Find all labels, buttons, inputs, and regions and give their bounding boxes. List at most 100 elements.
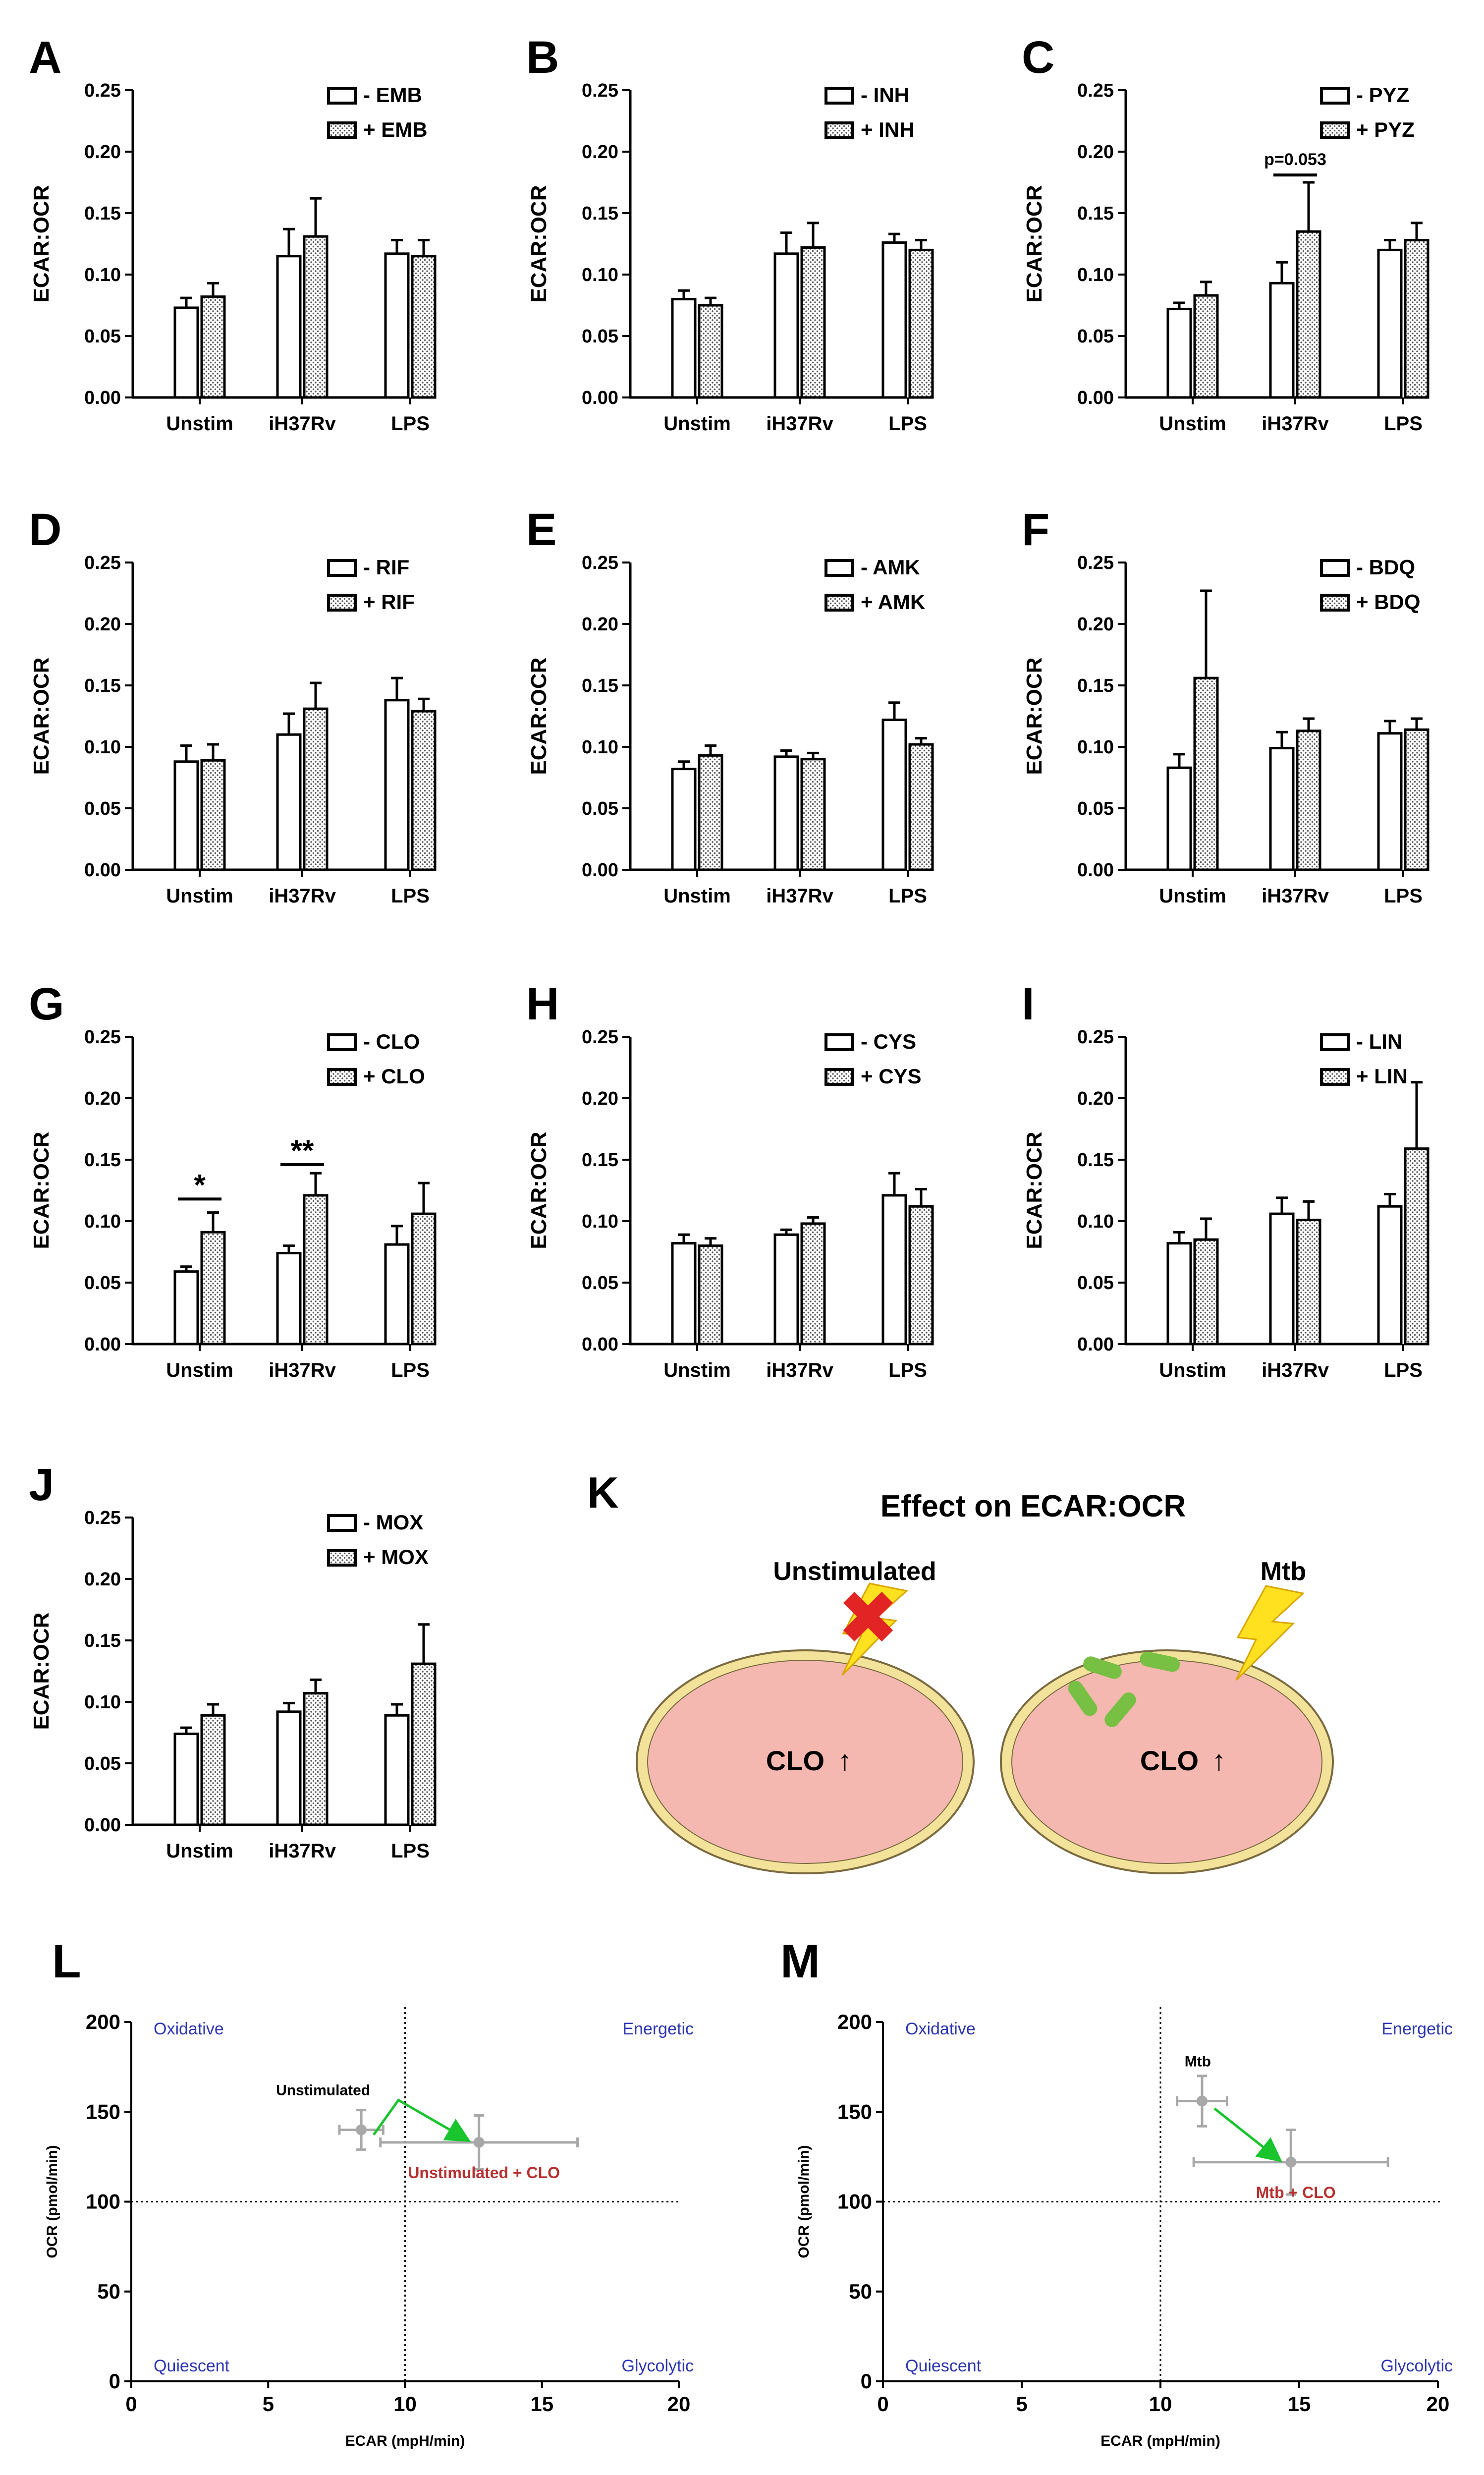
legend-label: - MOX bbox=[363, 1511, 423, 1534]
y-tick-label: 200 bbox=[86, 2010, 120, 2033]
y-tick-label: 0.05 bbox=[1077, 798, 1114, 819]
bar bbox=[908, 743, 934, 871]
legend-swatch bbox=[824, 87, 854, 105]
y-axis-title: ECAR:OCR bbox=[527, 657, 551, 775]
legend-label: - INH bbox=[861, 83, 909, 107]
x-tick-label: Unstim bbox=[1159, 413, 1226, 435]
data-point bbox=[356, 2124, 367, 2136]
y-tick-label: 0.15 bbox=[1077, 1150, 1114, 1171]
y-tick-label: 0.25 bbox=[84, 553, 121, 573]
legend-swatch bbox=[1320, 594, 1350, 612]
x-tick-label: 20 bbox=[667, 2392, 691, 2416]
legend-swatch bbox=[824, 1068, 854, 1086]
bar bbox=[303, 1692, 329, 1826]
y-axis-title: ECAR:OCR bbox=[29, 657, 54, 775]
bar bbox=[384, 252, 410, 399]
y-tick-label: 0.10 bbox=[1077, 737, 1114, 758]
bar bbox=[698, 754, 723, 871]
bar bbox=[384, 1714, 410, 1826]
y-tick-label: 0.15 bbox=[582, 203, 618, 224]
y-tick-label: 0.20 bbox=[1077, 614, 1114, 635]
x-tick-label: Unstim bbox=[166, 1359, 233, 1381]
x-tick-label: Unstim bbox=[663, 885, 731, 907]
y-tick-label: 0.20 bbox=[582, 142, 618, 163]
y-axis-title: ECAR:OCR bbox=[1022, 657, 1046, 775]
y-axis-title: ECAR:OCR bbox=[1022, 185, 1046, 302]
y-tick-label: 0.20 bbox=[84, 1088, 121, 1109]
y-tick-label: 0.05 bbox=[84, 326, 121, 347]
bar-panel-h: H 0.00 0.05 0.10 0.15 0.20 0.25 ECAR:OCR Unstim i… bbox=[526, 979, 934, 1381]
bar bbox=[1269, 1212, 1295, 1346]
point-label: Mtb bbox=[1185, 2054, 1211, 2070]
panel-letter: G bbox=[29, 979, 64, 1029]
x-tick-label: LPS bbox=[888, 1359, 927, 1381]
y-tick-label: 0.25 bbox=[1077, 1027, 1114, 1048]
panel-letter: F bbox=[1022, 505, 1049, 555]
panel-letter: C bbox=[1022, 32, 1054, 83]
y-tick-label: 0 bbox=[109, 2369, 120, 2393]
y-tick-label: 0.05 bbox=[84, 798, 121, 819]
legend-swatch bbox=[327, 87, 357, 105]
x-tick-label: iH37Rv bbox=[766, 1359, 833, 1381]
bar bbox=[1269, 281, 1295, 399]
transition-arrow bbox=[373, 2098, 471, 2142]
y-axis-title: ECAR:OCR bbox=[527, 1131, 551, 1249]
bar bbox=[773, 755, 799, 871]
x-tick-label: LPS bbox=[1384, 885, 1423, 907]
y-tick-label: 0.15 bbox=[84, 1631, 121, 1651]
bar-panel-a: A 0.00 0.05 0.10 0.15 0.20 0.25 ECAR:OCR Unstim i… bbox=[29, 32, 437, 435]
bacterium-icon bbox=[1140, 1651, 1180, 1672]
y-tick-label: 0.25 bbox=[1077, 553, 1114, 573]
scatter-panel-m: M 0 50 100 150 200 0 5 10 15 20 ECAR (mpH/min) OCR (… bbox=[780, 1935, 1453, 2449]
x-tick-label: Unstim bbox=[1159, 885, 1226, 907]
bar bbox=[1404, 728, 1429, 871]
x-tick-label: LPS bbox=[391, 1840, 430, 1862]
bar bbox=[671, 1242, 697, 1346]
bar bbox=[698, 1244, 723, 1346]
x-tick-label: iH37Rv bbox=[269, 1840, 336, 1862]
bar bbox=[1296, 1219, 1321, 1346]
bar bbox=[173, 1270, 199, 1346]
legend-swatch bbox=[327, 559, 357, 577]
y-tick-label: 0.20 bbox=[84, 142, 121, 163]
quadrant-label: Quiescent bbox=[154, 2357, 230, 2375]
y-tick-label: 0 bbox=[861, 2369, 872, 2393]
legend-label: - BDQ bbox=[1356, 556, 1415, 579]
y-tick-label: 0.25 bbox=[582, 553, 618, 573]
y-tick-label: 0.25 bbox=[84, 1027, 121, 1048]
x-mark-icon bbox=[843, 1591, 893, 1642]
bar bbox=[773, 1233, 799, 1346]
y-axis-title: ECAR:OCR bbox=[527, 185, 551, 302]
y-tick-label: 0.10 bbox=[1077, 265, 1114, 285]
quadrant-label: Glycolytic bbox=[622, 2357, 694, 2375]
bar bbox=[276, 1251, 302, 1346]
y-tick-label: 0.15 bbox=[84, 675, 121, 696]
point-label: Unstimulated bbox=[276, 2082, 370, 2099]
bar bbox=[1296, 230, 1321, 399]
x-tick-label: iH37Rv bbox=[1262, 1359, 1329, 1381]
bar bbox=[1166, 766, 1192, 871]
y-tick-label: 0.00 bbox=[84, 388, 121, 408]
legend-label: - RIF bbox=[363, 556, 409, 579]
data-point bbox=[1285, 2156, 1297, 2168]
y-tick-label: 50 bbox=[849, 2280, 872, 2303]
x-tick-label: 5 bbox=[1016, 2392, 1027, 2416]
significance-label: ** bbox=[291, 1134, 314, 1167]
data-point bbox=[473, 2137, 485, 2148]
bar bbox=[773, 252, 799, 399]
y-tick-label: 0.00 bbox=[1077, 388, 1114, 408]
bar bbox=[1404, 1147, 1429, 1346]
cell-unstimulated-body bbox=[647, 1660, 963, 1864]
y-tick-label: 0.00 bbox=[84, 1334, 121, 1355]
x-tick-label: 10 bbox=[393, 2392, 417, 2416]
cell-label-unstimulated: Unstimulated bbox=[773, 1557, 936, 1586]
y-tick-label: 0.00 bbox=[84, 860, 121, 881]
bar-panel-i: I 0.00 0.05 0.10 0.15 0.20 0.25 ECAR:OCR Unstim i… bbox=[1022, 979, 1429, 1381]
x-axis-title: ECAR (mpH/min) bbox=[1100, 2433, 1220, 2449]
quadrant-label: Energetic bbox=[622, 2020, 694, 2038]
y-tick-label: 0.15 bbox=[84, 1150, 121, 1171]
y-tick-label: 0.10 bbox=[582, 265, 618, 285]
y-tick-label: 0.20 bbox=[1077, 142, 1114, 163]
